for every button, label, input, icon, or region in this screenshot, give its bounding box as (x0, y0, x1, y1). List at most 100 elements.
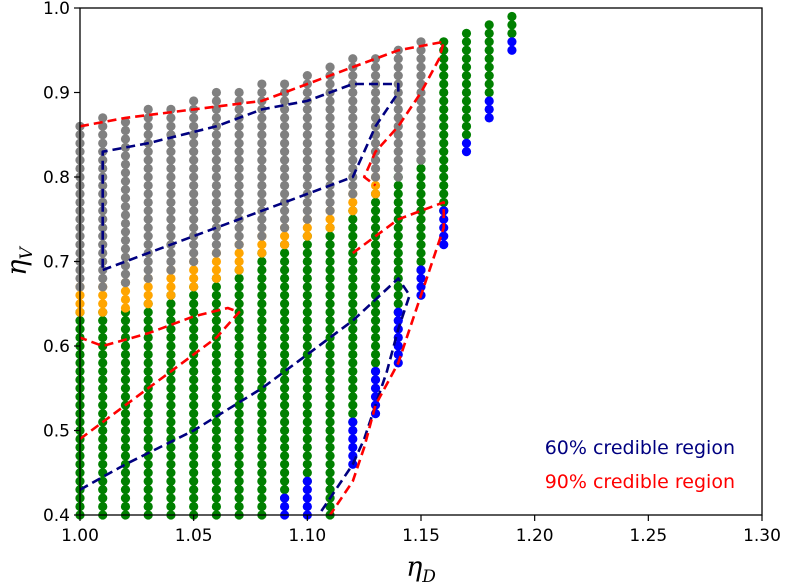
gray-point (348, 121, 358, 131)
green-point (370, 349, 381, 360)
gray-point (393, 71, 403, 81)
green-point (166, 383, 176, 393)
green-point (189, 375, 199, 385)
gray-point (325, 121, 335, 131)
green-point (439, 163, 449, 174)
green-point (189, 383, 199, 393)
green-point (302, 358, 312, 368)
green-point (302, 392, 312, 402)
gray-point (143, 104, 153, 114)
gray-point (120, 244, 131, 254)
gray-point (280, 223, 290, 233)
green-point (325, 409, 335, 419)
gray-point (98, 223, 108, 233)
y-tick-label: 0.8 (43, 168, 70, 188)
gray-point (120, 134, 131, 144)
gray-point (325, 189, 335, 199)
green-point (211, 493, 221, 503)
gray-point (211, 87, 221, 98)
green-point (302, 383, 312, 393)
gray-point (143, 121, 153, 131)
green-point (416, 206, 426, 216)
green-point (189, 468, 199, 478)
green-point (120, 392, 131, 402)
green-point (439, 155, 449, 165)
green-point (98, 459, 108, 469)
green-point (120, 425, 131, 436)
green-point (280, 282, 290, 292)
contour-line-1 (79, 277, 411, 516)
green-point (302, 324, 312, 334)
gray-point (280, 121, 290, 131)
green-point (280, 290, 290, 300)
orange-point (143, 290, 153, 300)
x-axis-label: ηD (406, 552, 436, 587)
green-point (120, 341, 131, 351)
green-point (257, 434, 267, 444)
gray-point (393, 62, 403, 72)
gray-point (302, 130, 312, 140)
gray-point (120, 168, 131, 178)
green-point (416, 189, 426, 199)
gray-point (257, 197, 267, 207)
orange-point (189, 282, 199, 292)
orange-point (348, 206, 358, 216)
green-point (325, 299, 335, 309)
gray-point (120, 227, 131, 237)
gray-point (370, 54, 381, 64)
green-point (189, 307, 199, 317)
gray-point (348, 113, 358, 123)
green-point (393, 231, 403, 241)
gray-point (166, 121, 176, 131)
gray-point (257, 147, 267, 157)
gray-point (120, 193, 131, 203)
green-point (348, 307, 358, 317)
green-point (120, 485, 131, 495)
green-point (325, 265, 335, 275)
green-point (325, 349, 335, 360)
green-point (166, 375, 176, 385)
green-point (257, 290, 267, 300)
green-point (234, 485, 244, 495)
gray-point (211, 155, 221, 165)
gray-point (143, 172, 153, 182)
green-point (189, 400, 199, 410)
green-point (325, 256, 335, 267)
green-point (257, 273, 267, 283)
green-point (166, 485, 176, 495)
green-point (120, 349, 131, 360)
x-tick-label: 1.05 (175, 526, 213, 546)
green-point (325, 358, 335, 368)
gray-point (98, 180, 108, 191)
green-point (120, 375, 131, 385)
green-point (439, 54, 449, 64)
gray-point (189, 138, 199, 148)
green-point (484, 87, 494, 98)
gray-point (257, 172, 267, 182)
green-point (302, 434, 312, 444)
y-axis-label: ηV (2, 246, 37, 276)
green-point (325, 273, 335, 283)
green-point (370, 197, 381, 207)
green-point (143, 493, 153, 503)
orange-point (257, 248, 267, 258)
gray-point (166, 163, 176, 174)
legend-entry-60: 60% credible region (545, 437, 735, 459)
orange-point (234, 248, 244, 258)
green-point (280, 409, 290, 419)
gray-point (234, 147, 244, 157)
gray-point (302, 163, 312, 174)
gray-point (302, 87, 312, 98)
green-point (325, 451, 335, 461)
green-point (416, 163, 426, 174)
green-point (325, 240, 335, 250)
gray-point (370, 163, 381, 174)
gray-point (120, 159, 131, 169)
gray-point (143, 240, 153, 250)
gray-point (98, 138, 108, 148)
green-point (416, 214, 426, 224)
green-point (461, 87, 472, 98)
orange-point (302, 231, 312, 241)
green-point (257, 425, 267, 436)
green-point (257, 358, 267, 368)
